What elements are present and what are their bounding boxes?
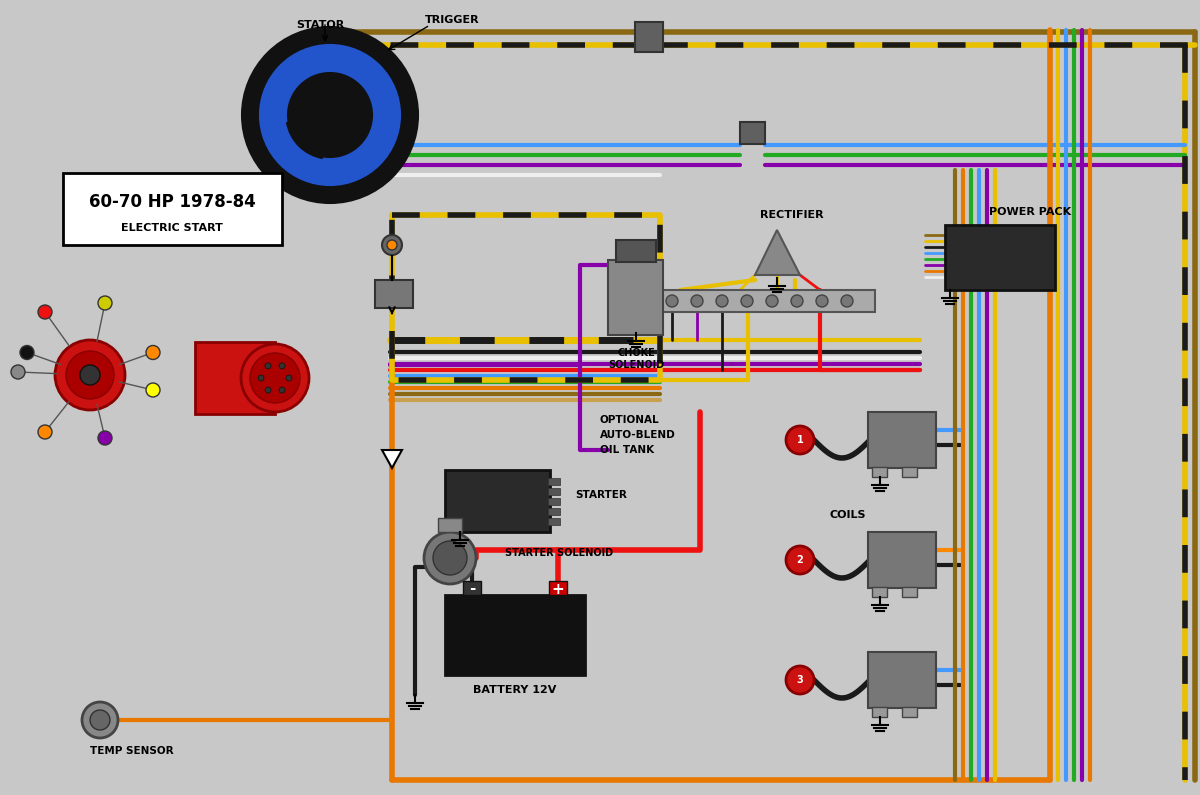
Text: 1: 1 <box>797 435 803 445</box>
Polygon shape <box>382 450 402 468</box>
Bar <box>635 22 662 52</box>
Circle shape <box>742 295 754 307</box>
Circle shape <box>20 346 34 359</box>
Bar <box>194 342 275 414</box>
Circle shape <box>691 295 703 307</box>
Text: 2: 2 <box>797 555 803 565</box>
Bar <box>438 518 462 532</box>
Bar <box>616 240 656 262</box>
Text: SOLENOID: SOLENOID <box>608 360 664 370</box>
Text: BATTERY 12V: BATTERY 12V <box>473 685 557 695</box>
Bar <box>868 532 936 588</box>
Bar <box>868 652 936 708</box>
Circle shape <box>146 346 160 359</box>
Bar <box>902 707 917 717</box>
Bar <box>374 280 413 308</box>
Circle shape <box>146 383 160 397</box>
Circle shape <box>424 532 476 584</box>
Circle shape <box>716 295 728 307</box>
Circle shape <box>258 375 264 381</box>
Circle shape <box>260 45 400 185</box>
Bar <box>608 260 662 335</box>
Bar <box>872 467 887 477</box>
Text: ELECTRIC START: ELECTRIC START <box>121 223 223 233</box>
Bar <box>655 290 875 312</box>
Circle shape <box>382 235 402 255</box>
Bar <box>548 488 560 495</box>
Circle shape <box>766 295 778 307</box>
Circle shape <box>38 305 52 319</box>
Text: RECTIFIER: RECTIFIER <box>760 210 823 220</box>
Wedge shape <box>287 115 330 158</box>
Circle shape <box>55 340 125 410</box>
Circle shape <box>288 73 372 157</box>
Text: STARTER SOLENOID: STARTER SOLENOID <box>505 548 613 558</box>
Circle shape <box>278 363 286 369</box>
Circle shape <box>66 351 114 399</box>
Circle shape <box>433 541 467 575</box>
Circle shape <box>841 295 853 307</box>
Bar <box>548 518 560 525</box>
Circle shape <box>250 353 300 403</box>
Circle shape <box>241 344 310 412</box>
Circle shape <box>816 295 828 307</box>
Text: OPTIONAL: OPTIONAL <box>600 415 660 425</box>
Circle shape <box>265 363 271 369</box>
Bar <box>902 467 917 477</box>
Bar <box>872 707 887 717</box>
Text: COILS: COILS <box>830 510 866 520</box>
Text: TEMP SENSOR: TEMP SENSOR <box>90 746 174 756</box>
Bar <box>548 498 560 505</box>
Bar <box>946 225 1055 290</box>
Text: 3: 3 <box>797 675 803 685</box>
Text: AUTO-BLEND: AUTO-BLEND <box>600 430 676 440</box>
Bar <box>872 587 887 597</box>
Text: POWER PACK: POWER PACK <box>989 207 1072 217</box>
Circle shape <box>38 425 52 439</box>
Bar <box>445 595 586 675</box>
Circle shape <box>265 387 271 393</box>
Circle shape <box>98 431 112 445</box>
Circle shape <box>786 666 814 694</box>
Text: +: + <box>552 581 564 596</box>
Circle shape <box>278 387 286 393</box>
Circle shape <box>90 710 110 730</box>
FancyBboxPatch shape <box>64 173 282 245</box>
Circle shape <box>386 240 397 250</box>
Bar <box>445 470 550 532</box>
Bar <box>463 581 481 595</box>
Bar <box>548 478 560 485</box>
Text: OIL TANK: OIL TANK <box>600 445 654 455</box>
Circle shape <box>666 295 678 307</box>
Bar <box>902 587 917 597</box>
Bar <box>740 122 766 144</box>
Circle shape <box>791 295 803 307</box>
Text: TRIGGER: TRIGGER <box>425 15 480 25</box>
Text: STATOR: STATOR <box>296 20 344 30</box>
Text: CHOKE: CHOKE <box>617 348 655 358</box>
Polygon shape <box>755 230 800 275</box>
Text: STARTER: STARTER <box>575 490 626 500</box>
Bar <box>868 412 936 468</box>
Circle shape <box>80 365 100 385</box>
Circle shape <box>786 426 814 454</box>
Circle shape <box>11 365 25 379</box>
Text: 60-70 HP 1978-84: 60-70 HP 1978-84 <box>89 193 256 211</box>
Text: -: - <box>469 581 475 596</box>
Circle shape <box>82 702 118 738</box>
Circle shape <box>786 546 814 574</box>
Circle shape <box>98 296 112 310</box>
Bar <box>550 581 568 595</box>
Circle shape <box>286 375 292 381</box>
Bar <box>548 508 560 515</box>
Circle shape <box>242 27 418 203</box>
